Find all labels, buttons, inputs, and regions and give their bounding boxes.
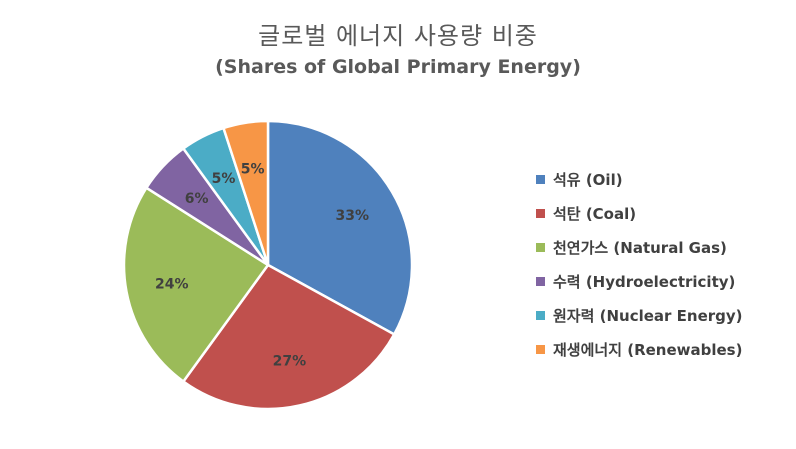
pie-slice-gas	[122, 186, 270, 384]
legend-swatch	[536, 310, 545, 320]
legend-swatch	[536, 276, 545, 286]
legend-item-coal: 석탄 (Coal)	[536, 196, 743, 230]
legend-label: 수력 (Hydroelectricity)	[553, 272, 736, 291]
legend-swatch	[536, 174, 545, 184]
data-label-oil: 33%	[336, 208, 370, 224]
legend-label: 석탄 (Coal)	[553, 204, 637, 223]
legend-item-renewables: 재생에너지 (Renewables)	[536, 332, 743, 366]
legend-item-gas: 천연가스 (Natural Gas)	[536, 230, 743, 264]
chart-subtitle: (Shares of Global Primary Energy)	[215, 56, 581, 78]
data-label-hydro: 6%	[185, 191, 209, 207]
legend-swatch	[536, 242, 545, 252]
chart-legend: 석유 (Oil) 석탄 (Coal) 천연가스 (Natural Gas) 수력 (H…	[536, 162, 743, 366]
chart-title: 글로벌 에너지 사용량 비중	[258, 22, 538, 50]
legend-label: 석유 (Oil)	[553, 170, 623, 189]
data-label-nuclear: 5%	[212, 171, 236, 187]
pie-slice-coal	[181, 263, 396, 411]
legend-label: 천연가스 (Natural Gas)	[553, 238, 727, 257]
legend-item-oil: 석유 (Oil)	[536, 162, 743, 196]
pie-slice-renewables	[221, 119, 270, 266]
pie-slice-oil	[266, 119, 414, 337]
legend-label: 재생에너지 (Renewables)	[553, 340, 743, 359]
data-label-coal: 27%	[273, 354, 307, 370]
legend-swatch	[536, 344, 545, 354]
legend-label: 원자력 (Nuclear Energy)	[553, 306, 743, 325]
data-label-gas: 24%	[155, 276, 189, 292]
data-label-renewables: 5%	[241, 161, 265, 177]
legend-swatch	[536, 208, 545, 218]
legend-item-nuclear: 원자력 (Nuclear Energy)	[536, 298, 743, 332]
legend-item-hydro: 수력 (Hydroelectricity)	[536, 264, 743, 298]
